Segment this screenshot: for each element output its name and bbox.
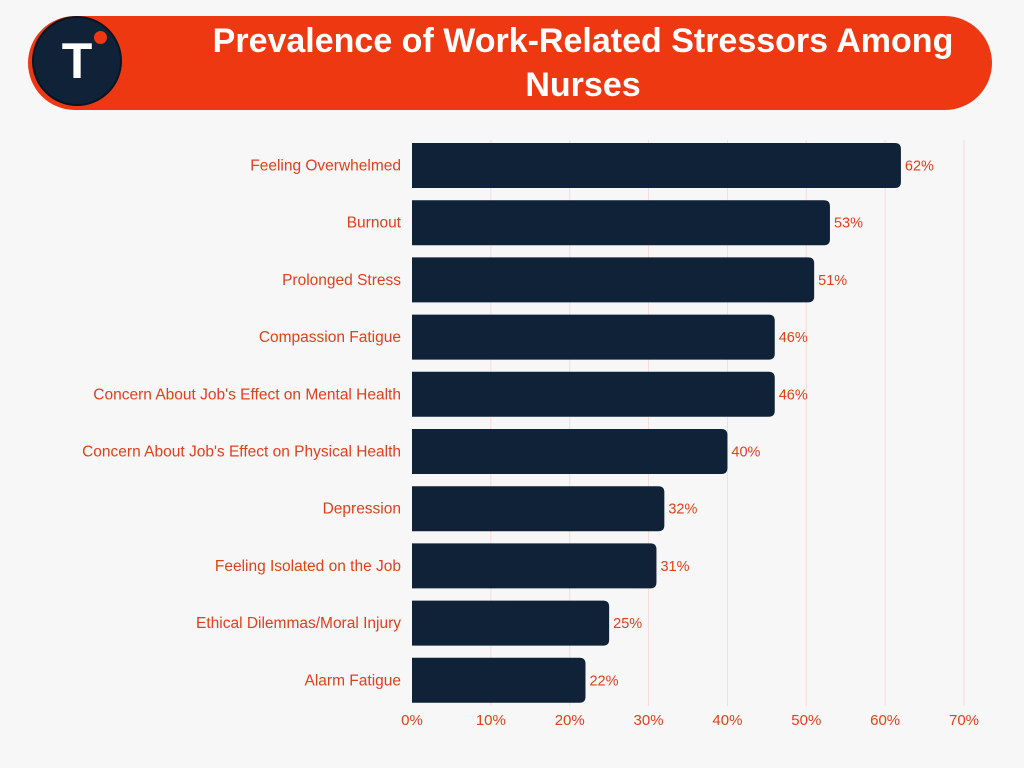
bar	[412, 371, 775, 417]
bar	[412, 429, 728, 474]
value-label: 32%	[668, 502, 697, 518]
title-banner: Prevalence of Work-Related Stressors Amo…	[28, 16, 992, 110]
bar	[412, 257, 815, 303]
brand-logo: T	[32, 16, 122, 106]
x-tick-label: 40%	[712, 712, 742, 729]
category-label: Alarm Fatigue	[305, 672, 401, 689]
category-label: Feeling Overwhelmed	[250, 158, 401, 175]
value-label: 40%	[731, 445, 760, 461]
value-label: 53%	[834, 216, 863, 232]
value-label: 22%	[589, 673, 618, 689]
value-label: 31%	[660, 559, 689, 575]
value-label: 25%	[613, 616, 642, 632]
bar	[412, 200, 830, 246]
bar	[412, 657, 586, 703]
value-label: 46%	[779, 330, 808, 346]
bar	[412, 314, 775, 360]
logo-letter: T	[61, 33, 93, 89]
bar	[412, 600, 610, 646]
logo-dot-icon	[94, 31, 107, 44]
bar	[412, 143, 901, 188]
x-tick-label: 50%	[791, 712, 821, 729]
x-tick-label: 0%	[401, 712, 423, 729]
category-label: Prolonged Stress	[282, 272, 401, 289]
x-tick-label: 70%	[949, 712, 979, 729]
value-label: 62%	[905, 159, 934, 175]
value-label: 51%	[818, 273, 847, 289]
category-label: Feeling Isolated on the Job	[215, 558, 401, 575]
page-title: Prevalence of Work-Related Stressors Amo…	[212, 22, 954, 104]
x-tick-label: 60%	[870, 712, 900, 729]
category-label: Burnout	[347, 215, 402, 232]
bar	[412, 486, 665, 532]
category-label: Depression	[323, 501, 401, 518]
x-tick-label: 30%	[634, 712, 664, 729]
x-tick-label: 10%	[476, 712, 506, 729]
category-label: Concern About Job's Effect on Mental Hea…	[93, 386, 401, 403]
bar	[412, 543, 657, 589]
category-label: Ethical Dilemmas/Moral Injury	[196, 615, 401, 632]
value-label: 46%	[779, 387, 808, 403]
x-tick-label: 20%	[555, 712, 585, 729]
category-label: Concern About Job's Effect on Physical H…	[82, 444, 401, 461]
category-label: Compassion Fatigue	[259, 329, 401, 346]
